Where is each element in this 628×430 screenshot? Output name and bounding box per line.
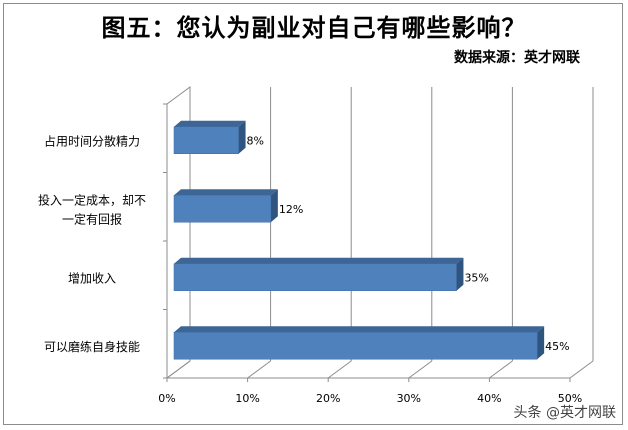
x-tick-label: 40% [477,392,501,405]
floor-gridline [489,360,513,379]
category-label: 投入一定成本，却不一定有回报 [38,192,146,226]
bar-top-face [174,189,278,196]
bar-top-face [174,120,246,127]
bar-side-face [456,257,464,291]
bar-side-face [537,326,545,360]
watermark: 头条 @英才网联 [513,405,616,421]
bar-side-face [238,120,246,154]
bar [173,263,457,291]
floor-gridline [166,360,191,379]
bar [173,332,538,360]
bar-top-face [174,326,545,333]
x-tick-label: 10% [235,392,259,405]
x-tick-label: 30% [397,392,421,405]
chart-border [3,3,623,425]
category-label: 增加收入 [68,271,116,285]
bar-side-face [270,189,278,223]
bar [173,195,272,223]
bar [173,126,239,154]
floor-gridline [569,360,594,379]
chart-title: 图五：您认为副业对自己有哪些影响？ [101,13,527,42]
data-label: 12% [279,203,303,216]
data-label: 35% [464,271,488,284]
x-tick-label: 50% [558,392,582,405]
data-label: 45% [545,340,569,353]
x-tick-label: 20% [316,392,340,405]
floor-gridline [327,360,352,379]
bar-top-face [174,257,464,264]
x-tick-label: 0% [158,392,175,405]
chart-source: 数据来源：英才网联 [454,50,580,66]
data-label: 8% [247,134,264,147]
floor-gridline [247,360,271,379]
category-label: 可以磨练自身技能 [44,339,140,354]
category-label: 占用时间分散精力 [44,133,140,148]
floor-gridline [408,360,433,379]
